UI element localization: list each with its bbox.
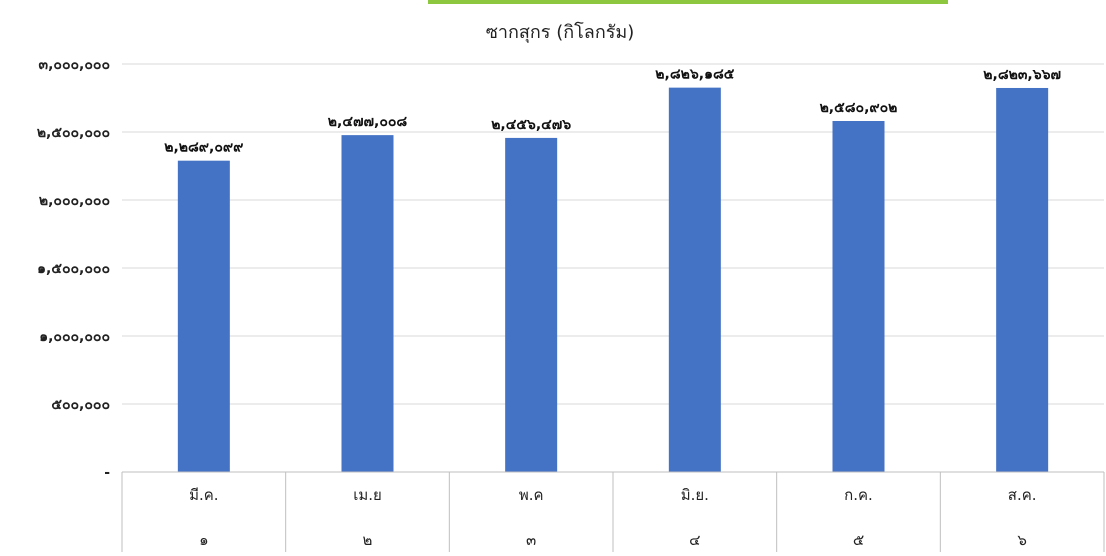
gridlines bbox=[122, 63, 1104, 405]
header-accent-bar bbox=[428, 0, 948, 4]
x-tick-label: มิ.ย. bbox=[681, 486, 709, 504]
data-label: ๒,๔๕๖,๔๗๖ bbox=[491, 117, 571, 133]
y-tick-label: ๕๐๐,๐๐๐ bbox=[51, 397, 110, 413]
bar bbox=[341, 135, 394, 473]
y-axis: - ๕๐๐,๐๐๐ ๑,๐๐๐,๐๐๐ ๑,๕๐๐,๐๐๐ ๒,๐๐๐,๐๐๐ ๒,๕๐๐… bbox=[37, 57, 110, 481]
x-tick-label: ส.ค. bbox=[1008, 486, 1037, 504]
bar bbox=[505, 137, 558, 473]
data-label: ๒,๘๒๓,๖๖๗ bbox=[983, 67, 1061, 83]
chart-title: ซากสุกร (กิโลกรัม) bbox=[486, 21, 635, 43]
x-tick-label: พ.ค bbox=[519, 486, 544, 504]
category-number-label: ๕ bbox=[853, 531, 864, 549]
y-tick-label: ๑,๕๐๐,๐๐๐ bbox=[37, 261, 110, 277]
bar bbox=[177, 160, 230, 472]
x-tick-label: มี.ค. bbox=[189, 486, 218, 504]
y-tick-label: ๑,๐๐๐,๐๐๐ bbox=[39, 329, 110, 345]
x-tick-label: เม.ย bbox=[353, 486, 382, 504]
category-table: มี.ค. ๑ เม.ย๒ พ.ค๓ มิ.ย. ๔ ก.ค. ๕ ส.ค. ๖ bbox=[121, 471, 1105, 552]
data-label: ๒,๔๗๗,๐๐๘ bbox=[328, 114, 408, 130]
bar bbox=[996, 87, 1049, 472]
bar bbox=[668, 87, 721, 472]
y-tick-label: ๒,๐๐๐,๐๐๐ bbox=[39, 193, 110, 209]
y-tick-label: ๓,๐๐๐,๐๐๐ bbox=[39, 57, 110, 73]
data-label: ๒,๕๘๐,๙๐๒ bbox=[820, 100, 898, 116]
bars bbox=[177, 87, 1049, 473]
category-number-label: ๔ bbox=[689, 531, 700, 549]
category-number-label: ๑ bbox=[199, 531, 209, 549]
bar bbox=[832, 120, 885, 473]
category-number-label: ๓ bbox=[526, 531, 536, 549]
y-tick-label: ๒,๕๐๐,๐๐๐ bbox=[37, 125, 110, 141]
category-number-label: ๖ bbox=[1017, 531, 1027, 549]
data-label: ๒,๒๘๙,๐๙๙ bbox=[164, 140, 243, 156]
y-tick-label: - bbox=[104, 465, 110, 481]
category-number-label: ๒ bbox=[363, 531, 373, 549]
data-labels: ๒,๒๘๙,๐๙๙ ๒,๔๗๗,๐๐๘ ๒,๔๕๖,๔๗๖ ๒,๘๒๖,๑๘๕๒,๕๘… bbox=[164, 67, 1061, 156]
data-label: ๒,๘๒๖,๑๘๕ bbox=[655, 67, 734, 83]
x-tick-label: ก.ค. bbox=[844, 486, 873, 504]
